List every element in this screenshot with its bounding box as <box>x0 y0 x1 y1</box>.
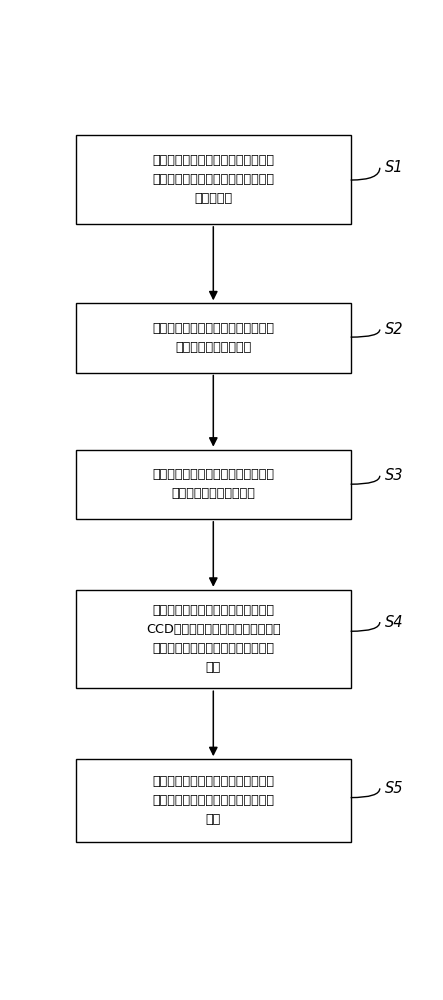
FancyBboxPatch shape <box>76 450 351 519</box>
Text: S2: S2 <box>385 322 404 337</box>
FancyBboxPatch shape <box>76 590 351 688</box>
FancyBboxPatch shape <box>76 303 351 373</box>
Text: 获取起始跟踪段的图像作为基准图像
，调整镜头的水平位置: 获取起始跟踪段的图像作为基准图像 ，调整镜头的水平位置 <box>152 322 274 354</box>
Text: S5: S5 <box>385 781 404 796</box>
Text: S1: S1 <box>385 160 404 175</box>
Text: 收到来自外界输入的扫描指令以启动
CCD线性传感器来获取卷材的过程图
像，并扫描过程图像以获取过程待跟
踪线: 收到来自外界输入的扫描指令以启动 CCD线性传感器来获取卷材的过程图 像，并扫描… <box>146 604 280 674</box>
Text: 确定卷材的起始跟踪段，根据起始跟
踪段调整并确定镜头的垂直位置，从
而对焦卷材: 确定卷材的起始跟踪段，根据起始跟 踪段调整并确定镜头的垂直位置，从 而对焦卷材 <box>152 154 274 205</box>
Text: 依次向起始跟踪段照射白、红、蓝三
色光源以确定最合适光源: 依次向起始跟踪段照射白、红、蓝三 色光源以确定最合适光源 <box>152 468 274 500</box>
FancyBboxPatch shape <box>76 759 351 842</box>
Text: 输出过程待跟踪线的边缘位置的模拟
信号，并将模拟信号传输至下一执行
机构: 输出过程待跟踪线的边缘位置的模拟 信号，并将模拟信号传输至下一执行 机构 <box>152 775 274 826</box>
FancyBboxPatch shape <box>76 135 351 224</box>
Text: S4: S4 <box>385 615 404 630</box>
Text: S3: S3 <box>385 468 404 483</box>
